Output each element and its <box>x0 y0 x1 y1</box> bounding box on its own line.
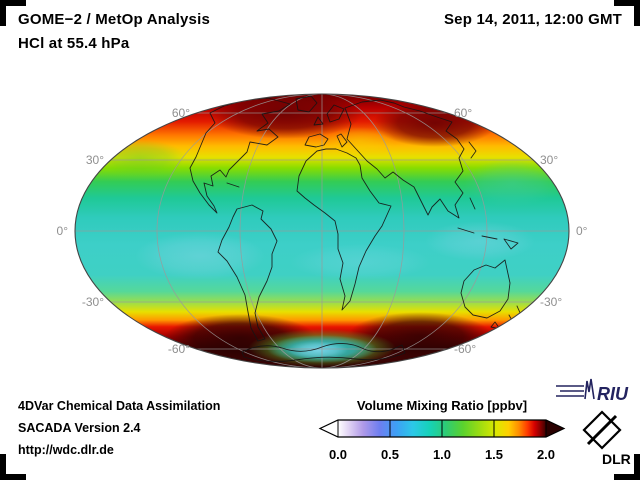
dlr-logo: DLR <box>582 410 631 467</box>
riu-logo: RIU <box>556 378 629 404</box>
coastline-philippines <box>469 197 476 210</box>
lat-label-left-m30: -30° <box>82 295 104 309</box>
coastline-north-america <box>189 97 291 214</box>
coastline-greenland <box>295 95 318 113</box>
world-map: 60° 30° 0° -30° -60° 60° 30° 0° -30° -60… <box>57 93 588 369</box>
tick-label-1.0: 1.0 <box>433 447 451 462</box>
tick-label-2.0: 2.0 <box>537 447 555 462</box>
riu-logo-text: RIU <box>597 384 629 404</box>
lat-label-left-0: 0° <box>57 224 69 238</box>
colorbar: 0.0 0.5 1.0 1.5 2.0 <box>318 419 566 462</box>
riu-tower-icon <box>584 378 595 400</box>
lat-label-right-m60: -60° <box>454 342 476 356</box>
plot-title: GOME−2 / MetOp Analysis <box>18 11 211 28</box>
coastline-japan <box>468 141 477 159</box>
coastline-iberia <box>304 133 329 148</box>
map-boundary <box>74 93 570 369</box>
coastline-italy <box>336 133 348 148</box>
lat-label-right-m30: -30° <box>540 295 562 309</box>
colorbar-left-arrow <box>320 420 338 437</box>
plot-subtitle: HCl at 55.4 hPa <box>18 35 130 52</box>
colorbar-right-arrow <box>546 420 564 437</box>
coastline-south-america <box>217 204 278 342</box>
graticule <box>75 93 569 369</box>
colorbar-title: Volume Mixing Ratio [ppbv] <box>356 398 528 413</box>
colorbar-tick-marks <box>337 420 547 437</box>
footer-url: http://wdc.dlr.de <box>18 443 114 457</box>
coastline-new-guinea <box>503 238 519 250</box>
tick-label-0.0: 0.0 <box>329 447 347 462</box>
coastline-asia <box>344 99 465 219</box>
lat-label-left-30: 30° <box>86 153 104 167</box>
footer-assimilation: 4DVar Chemical Data Assimilation <box>18 399 221 413</box>
lat-label-left-60: 60° <box>172 106 190 120</box>
coastline-africa <box>296 148 392 311</box>
tick-label-0.5: 0.5 <box>381 447 399 462</box>
coastline-antarctica <box>241 343 406 362</box>
coastline-australia <box>460 259 511 319</box>
lat-label-right-0: 0° <box>576 224 588 238</box>
latitude-labels: 60° 30° 0° -30° -60° 60° 30° 0° -30° -60… <box>57 106 588 356</box>
dlr-logo-text: DLR <box>602 451 631 467</box>
lat-label-left-m60: -60° <box>168 342 190 356</box>
coastline-cuba <box>226 182 240 188</box>
riu-logo-lines <box>556 385 584 397</box>
coastline-britain <box>313 116 324 126</box>
continent-outlines <box>189 95 522 362</box>
footer-version: SACADA Version 2.4 <box>18 421 141 435</box>
coastline-scandinavia <box>326 104 345 123</box>
dlr-emblem-icon <box>582 410 622 450</box>
lat-label-right-30: 30° <box>540 153 558 167</box>
coastline-indonesia <box>457 227 498 240</box>
plot-datetime: Sep 14, 2011, 12:00 GMT <box>443 11 622 28</box>
tick-label-1.5: 1.5 <box>485 447 503 462</box>
lat-label-right-60: 60° <box>454 106 472 120</box>
colorbar-tick-labels: 0.0 0.5 1.0 1.5 2.0 <box>329 447 555 462</box>
dlr-emblem-stroke <box>586 414 618 446</box>
